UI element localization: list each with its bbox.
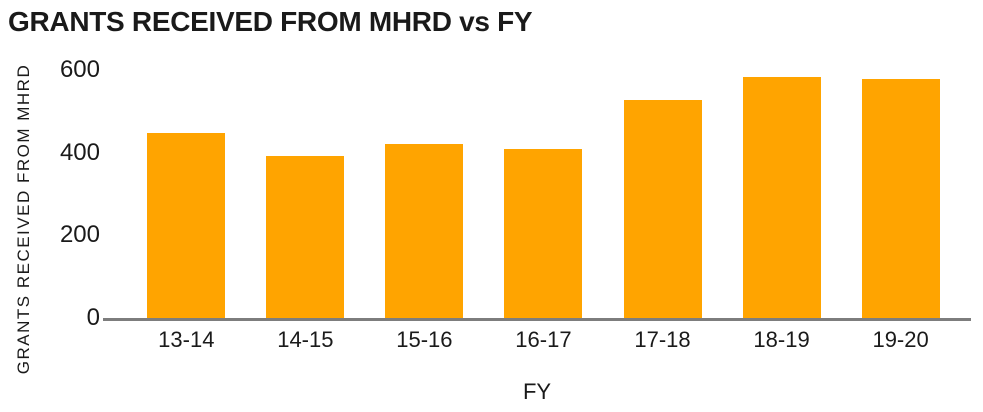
y-tick-label: 0	[86, 304, 100, 331]
bar	[504, 148, 583, 318]
x-tick-label: 13-14	[158, 327, 215, 352]
x-axis-title: FY	[522, 379, 552, 404]
x-tick-label: 16-17	[515, 327, 572, 352]
chart-title: GRANTS RECEIVED FROM MHRD vs FY	[8, 6, 533, 37]
x-tick-label: 18-19	[753, 327, 810, 352]
bar	[861, 79, 940, 318]
bar	[385, 144, 464, 318]
x-tick-label: 17-18	[634, 327, 691, 352]
y-tick-label: 600	[59, 56, 100, 83]
bar	[742, 77, 821, 318]
x-tick-label: 14-15	[277, 327, 334, 352]
bar	[266, 155, 345, 318]
x-tick-label: 19-20	[872, 327, 929, 352]
y-tick-label: 200	[59, 221, 100, 249]
x-axis-line	[103, 318, 971, 321]
bar	[623, 99, 702, 318]
y-tick-label: 400	[59, 138, 100, 166]
bar	[147, 132, 226, 318]
x-tick-label: 15-16	[396, 327, 453, 352]
